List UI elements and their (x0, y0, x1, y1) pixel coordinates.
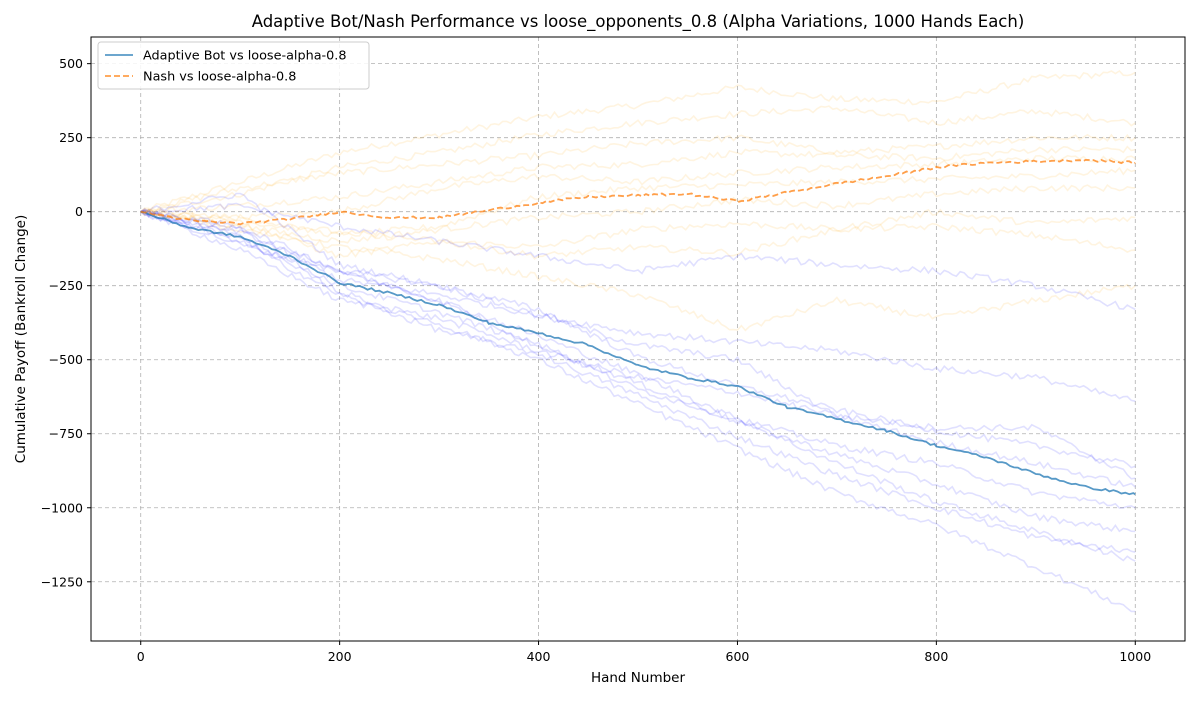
x-tick-label: 600 (726, 649, 750, 664)
adaptive-bot-series-line (140, 210, 1136, 496)
legend-box (97, 41, 370, 90)
y-tick-label: 500 (59, 56, 83, 71)
nash-variation-line (140, 154, 1136, 222)
nash-variation-line (140, 183, 1136, 244)
series-lines (140, 158, 1136, 496)
y-tick-label: 250 (59, 130, 83, 145)
adaptive-variation-line (140, 210, 1136, 554)
nash-variation-line (140, 133, 1136, 215)
nash-variation-line (140, 208, 1136, 249)
legend-label-nash: Nash vs loose-alpha-0.8 (143, 70, 296, 85)
legend-label-adaptive: Adaptive Bot vs loose-alpha-0.8 (143, 49, 347, 64)
chart-title: Adaptive Bot/Nash Performance vs loose_o… (252, 12, 1025, 32)
nash-variation-line (140, 145, 1136, 215)
y-tick-label: −1250 (41, 574, 83, 589)
adaptive-variation-line (140, 192, 1136, 480)
x-tick-label: 400 (527, 649, 551, 664)
adaptive-variation-line (140, 211, 1136, 562)
nash-variation-line (140, 209, 1136, 260)
nash-variation-line (140, 105, 1136, 213)
x-axis-label: Hand Number (591, 670, 686, 686)
x-tick-label: 800 (924, 649, 948, 664)
adaptive-variation-line (140, 210, 1136, 488)
adaptive-variation-line (140, 210, 1136, 509)
background-variations (140, 69, 1136, 613)
y-axis-label: Cumulative Payoff (Bankroll Change) (13, 215, 29, 463)
x-tick-label: 0 (137, 649, 145, 664)
adaptive-variation-line (140, 210, 1136, 533)
y-tick-label: −500 (49, 352, 83, 367)
y-tick-label: −1000 (41, 500, 83, 515)
adaptive-variation-line (140, 208, 1136, 613)
adaptive-variation-line (140, 209, 1136, 402)
adaptive-variation-line (140, 202, 1136, 311)
adaptive-variation-line (140, 211, 1136, 469)
plot-frame (90, 36, 1186, 642)
x-tick-label: 200 (328, 649, 352, 664)
nash-variation-line (140, 69, 1136, 213)
grid (91, 37, 1185, 641)
nash-variation-line (140, 166, 1136, 238)
ticks: 0 200 400 600 800 1000 500 250 0 −250 −500 −750 −100… (41, 56, 1152, 664)
nash-series-line (140, 158, 1136, 226)
legend: Adaptive Bot vs loose-alpha-0.8 Nash vs … (97, 41, 370, 90)
x-tick-label: 1000 (1119, 649, 1151, 664)
nash-variation-line (140, 209, 1136, 332)
y-tick-label: −250 (49, 278, 83, 293)
y-tick-label: 0 (75, 204, 83, 219)
y-tick-label: −750 (49, 426, 83, 441)
